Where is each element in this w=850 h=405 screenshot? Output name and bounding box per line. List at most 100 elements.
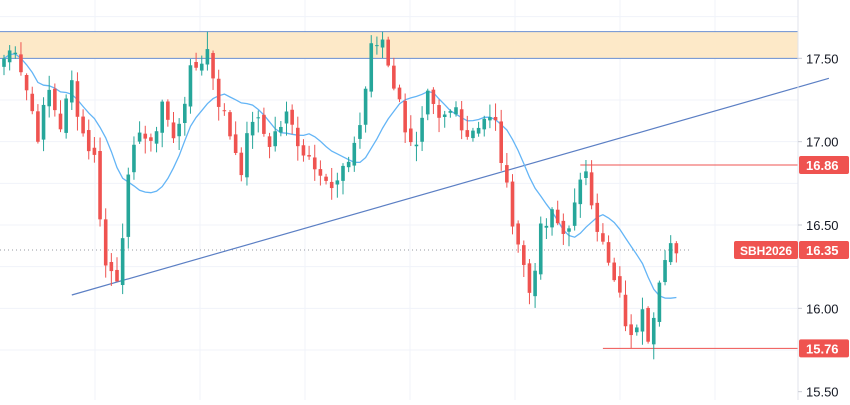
candle-body[interactable] [58,113,63,130]
candle-body[interactable] [454,107,458,115]
candle[interactable] [572,188,577,231]
candle-body[interactable] [505,165,509,183]
candle-body[interactable] [567,228,571,232]
candle-body[interactable] [324,176,328,181]
candle[interactable] [335,172,340,198]
candle[interactable] [425,88,430,121]
candle-body[interactable] [459,109,464,131]
candle[interactable] [646,306,650,344]
candle-body[interactable] [629,324,633,336]
candle[interactable] [589,160,594,210]
candle[interactable] [284,101,289,136]
candle[interactable] [561,213,566,245]
candle[interactable] [177,118,181,150]
candle-body[interactable] [668,243,673,263]
candle[interactable] [578,172,583,218]
candle[interactable] [250,111,255,149]
candle[interactable] [657,280,662,327]
candle[interactable] [132,136,136,180]
candle[interactable] [612,257,616,282]
candle-body[interactable] [166,101,170,120]
candle[interactable] [41,97,46,152]
candle[interactable] [211,50,215,90]
candle[interactable] [318,160,323,186]
candle[interactable] [13,46,18,59]
candle-body[interactable] [296,127,300,147]
candle[interactable] [188,59,193,114]
candle-body[interactable] [120,238,125,286]
candles-layer[interactable] [2,31,679,360]
candle-body[interactable] [657,282,662,322]
candle[interactable] [239,147,244,182]
candle-body[interactable] [53,88,57,111]
candle[interactable] [505,152,509,188]
candle[interactable] [448,109,453,118]
candle-body[interactable] [369,43,374,92]
candle-body[interactable] [471,130,475,139]
candle-body[interactable] [24,74,29,91]
candle[interactable] [674,241,679,263]
candle[interactable] [341,163,345,195]
candle-body[interactable] [358,125,362,139]
candle-body[interactable] [228,112,232,137]
candle-body[interactable] [137,132,142,142]
candle[interactable] [312,144,317,181]
candle-body[interactable] [431,89,436,104]
candle[interactable] [307,145,311,160]
candle-body[interactable] [188,65,193,107]
candle[interactable] [482,115,487,137]
candle-body[interactable] [527,263,532,293]
candle[interactable] [403,93,407,143]
candle[interactable] [183,96,187,136]
candle[interactable] [510,174,515,235]
candle[interactable] [120,223,125,295]
candle[interactable] [601,223,605,245]
candle-body[interactable] [318,169,323,176]
candle-body[interactable] [465,130,470,137]
candle[interactable] [126,167,131,249]
candle[interactable] [290,104,294,135]
candle[interactable] [273,116,277,152]
candle-body[interactable] [640,309,645,332]
candle-body[interactable] [335,180,340,185]
candle-body[interactable] [516,223,520,245]
candle[interactable] [47,75,51,118]
candle-body[interactable] [109,262,114,272]
candle[interactable] [216,69,221,121]
candle-body[interactable] [499,121,503,163]
candle-body[interactable] [595,202,600,232]
candle-body[interactable] [199,63,204,71]
candle-body[interactable] [262,114,266,134]
candle[interactable] [92,137,97,163]
candle[interactable] [329,167,334,200]
candle-body[interactable] [250,121,255,136]
candle[interactable] [369,35,374,98]
candle-body[interactable] [606,242,611,263]
candle[interactable] [36,104,40,144]
candle-body[interactable] [154,131,159,144]
candle-body[interactable] [115,269,119,282]
candle-body[interactable] [380,39,385,48]
candle[interactable] [567,225,571,247]
candle[interactable] [663,250,667,286]
candle-body[interactable] [30,93,35,112]
candle-body[interactable] [555,209,560,224]
candle[interactable] [499,109,503,171]
candle[interactable] [635,324,639,336]
candle[interactable] [465,115,470,140]
candle[interactable] [86,119,91,160]
candle-body[interactable] [442,114,447,117]
candle-body[interactable] [211,52,215,79]
candle-body[interactable] [476,127,481,134]
candle-body[interactable] [13,52,18,55]
candle-body[interactable] [533,270,537,297]
candle-body[interactable] [149,137,153,141]
candle-body[interactable] [312,157,317,170]
candle[interactable] [296,116,300,161]
candle[interactable] [668,235,673,266]
candle[interactable] [301,139,306,162]
candle[interactable] [75,72,80,131]
candle[interactable] [476,121,481,137]
candle-body[interactable] [397,87,402,100]
candle[interactable] [103,208,108,278]
